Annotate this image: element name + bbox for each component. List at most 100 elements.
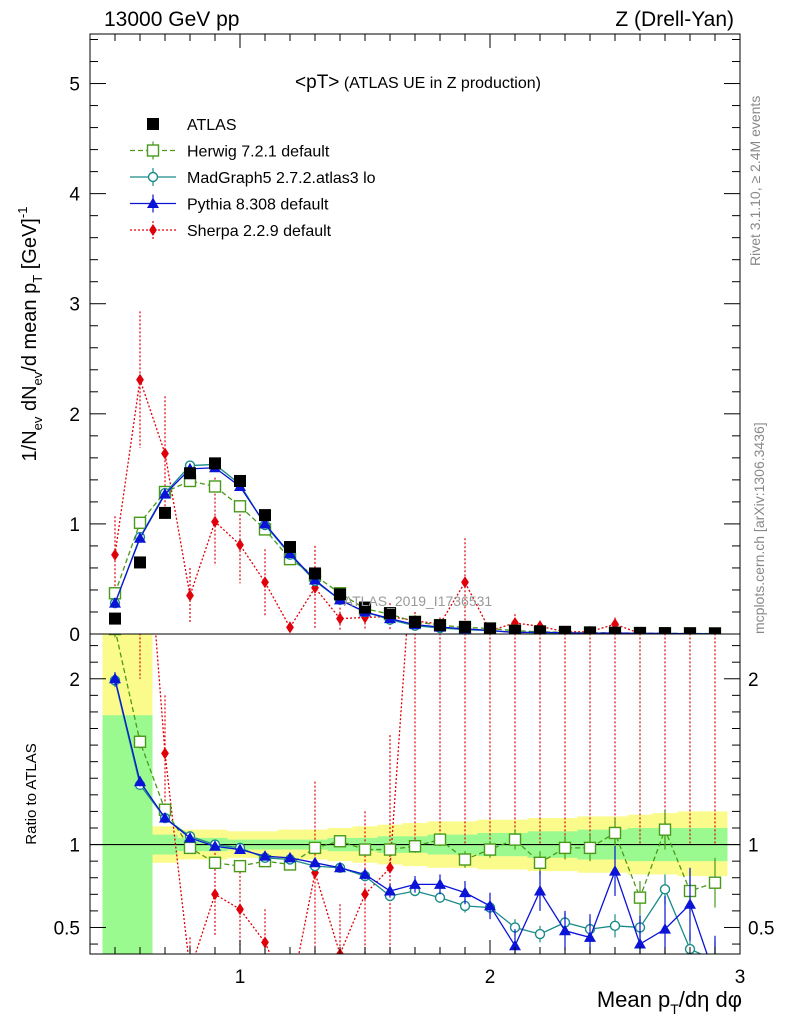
data-point xyxy=(584,931,596,942)
ratio-y-tick-label: 2 xyxy=(748,670,759,691)
data-point xyxy=(609,626,621,634)
data-point xyxy=(159,488,171,499)
y-tick-label: 1 xyxy=(69,515,80,536)
data-point xyxy=(509,939,521,951)
data-point xyxy=(208,856,222,870)
data-point xyxy=(634,626,646,634)
data-point xyxy=(284,541,296,554)
data-point xyxy=(284,851,296,863)
data-point xyxy=(559,625,571,634)
data-point xyxy=(208,480,222,493)
data-point xyxy=(109,612,121,625)
legend-label: Pythia 8.308 default xyxy=(187,197,329,214)
data-point xyxy=(636,507,644,519)
data-point xyxy=(436,507,444,519)
data-point xyxy=(534,928,546,940)
data-point xyxy=(511,507,519,519)
data-point xyxy=(684,898,696,909)
legend-label: ATLAS xyxy=(187,117,237,134)
data-point xyxy=(386,861,394,874)
data-point xyxy=(561,507,569,519)
data-point xyxy=(434,619,446,632)
data-point xyxy=(161,747,169,760)
legend-entry: Pythia 8.308 default xyxy=(130,194,329,214)
data-point xyxy=(411,507,419,519)
data-point xyxy=(711,956,720,965)
data-point xyxy=(309,856,321,868)
legend-entry: Sherpa 2.2.9 default xyxy=(130,221,332,240)
legend-entry: MadGraph5 2.7.2.atlas3 lo xyxy=(130,168,376,187)
legend-entry: Herwig 7.2.1 default xyxy=(130,141,330,161)
data-point xyxy=(286,621,294,634)
data-point xyxy=(709,971,721,982)
y-tick-label: 5 xyxy=(69,75,80,96)
data-point xyxy=(659,884,671,895)
data-point xyxy=(508,833,522,846)
data-point xyxy=(658,823,672,836)
data-point xyxy=(459,886,471,898)
ratio-y-tick-label: 0.5 xyxy=(748,918,774,939)
data-point xyxy=(186,965,194,977)
data-point xyxy=(659,627,671,634)
y-tick-label: 3 xyxy=(69,295,80,316)
main-series-pythia xyxy=(109,461,719,634)
ratio-series-sherpa xyxy=(136,424,719,977)
data-point xyxy=(659,923,671,934)
legend-label: Herwig 7.2.1 default xyxy=(187,144,330,161)
data-point xyxy=(209,840,221,851)
legend-entry: ATLAS xyxy=(147,117,237,134)
ratio-y-tick-label: 2 xyxy=(69,670,80,691)
data-point xyxy=(159,812,171,823)
data-point xyxy=(534,625,546,634)
data-point xyxy=(211,888,219,901)
data-point xyxy=(434,878,446,889)
data-point xyxy=(584,626,596,634)
data-point xyxy=(484,899,496,911)
x-tick-label: 3 xyxy=(735,967,746,988)
data-point xyxy=(358,843,372,856)
ratio-y-axis-label: Ratio to ATLAS xyxy=(23,743,40,844)
data-point xyxy=(159,506,171,519)
header-right: Z (Drell-Yan) xyxy=(615,8,734,31)
data-point xyxy=(184,467,196,480)
rivet-label: Rivet 3.1.10, ≥ 2.4M events xyxy=(747,96,763,266)
data-point xyxy=(211,515,219,528)
data-point xyxy=(311,866,319,879)
data-point xyxy=(234,843,246,855)
data-point xyxy=(186,589,194,602)
data-point xyxy=(686,507,694,519)
data-point xyxy=(661,507,669,519)
ratio-y-tick-label: 1 xyxy=(69,836,80,857)
data-point xyxy=(536,507,544,519)
data-point xyxy=(134,775,146,787)
data-point xyxy=(558,841,572,855)
mcplots-label: mcplots.cern.ch [arXiv:1306.3436] xyxy=(751,422,767,634)
data-point xyxy=(236,903,244,916)
data-point xyxy=(183,841,197,855)
data-point xyxy=(634,938,646,949)
data-point xyxy=(359,601,371,614)
data-point xyxy=(711,507,719,519)
data-point xyxy=(684,627,696,634)
data-point xyxy=(409,878,421,889)
data-point xyxy=(133,516,147,530)
data-point xyxy=(136,424,144,436)
data-point xyxy=(359,868,371,879)
main-series-atlas xyxy=(109,457,721,634)
data-point xyxy=(308,841,322,855)
stat-uncertainty-band xyxy=(102,715,128,954)
data-point xyxy=(259,509,271,522)
data-point xyxy=(259,850,271,861)
data-point xyxy=(458,853,472,866)
y-tick-label: 2 xyxy=(69,405,80,426)
data-point xyxy=(261,936,269,949)
data-point xyxy=(609,865,621,876)
data-point xyxy=(709,627,721,634)
y-tick-label: 0 xyxy=(69,625,80,646)
data-point xyxy=(461,507,469,519)
y-tick-label: 4 xyxy=(69,185,80,206)
axis-ticks: 1 2 3 0 1 2 3 4 5 0.5 0.5 1 1 2 2 xyxy=(54,34,774,988)
data-point xyxy=(633,891,647,904)
data-point xyxy=(583,841,597,855)
